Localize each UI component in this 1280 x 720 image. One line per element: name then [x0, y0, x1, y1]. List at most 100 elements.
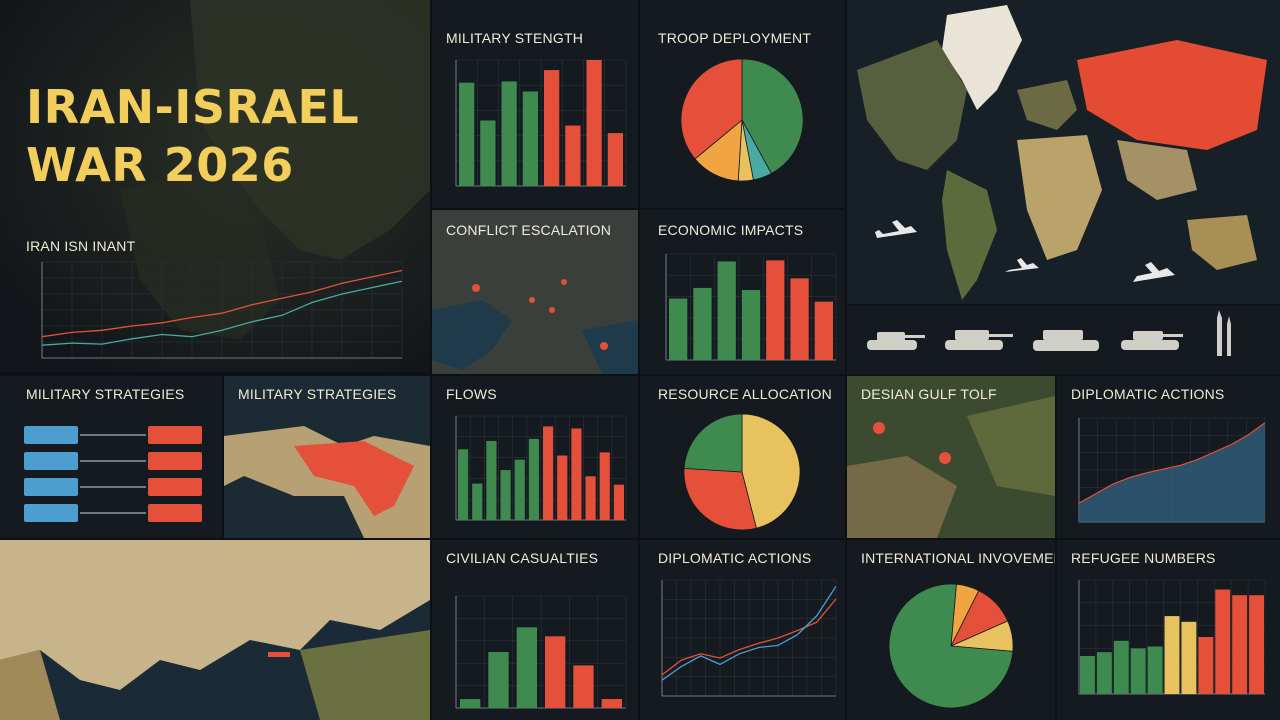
- chart-civilian-casualties: [455, 595, 627, 709]
- chart-refugee-numbers: [1078, 579, 1266, 695]
- bar: [1080, 656, 1095, 694]
- bar: [1113, 640, 1129, 694]
- panel-title-resource-allocation: RESOURCE ALLOCATION: [658, 386, 832, 402]
- chart-resource-allocation: [683, 413, 801, 531]
- panel-refugee-numbers: REFUGEE NUMBERS: [1057, 540, 1280, 720]
- bar: [1130, 648, 1146, 694]
- bar: [486, 440, 497, 520]
- aircraft-icon: [875, 220, 1175, 282]
- area-fill: [1079, 422, 1265, 522]
- bar: [601, 699, 622, 708]
- bar: [790, 278, 809, 360]
- bar: [613, 484, 624, 520]
- pie-slice: [680, 58, 743, 160]
- panel-economic-impacts: ECONOMIC IMPACTS: [640, 210, 845, 374]
- area-line: [1078, 422, 1266, 504]
- bar: [1164, 616, 1180, 694]
- hero-title-line1: IRAN-ISRAEL: [26, 80, 360, 134]
- bar: [565, 125, 581, 186]
- tank-icon: [1121, 331, 1183, 350]
- strategy-box: [148, 452, 202, 470]
- vehicles-strip: [867, 310, 1231, 356]
- strategy-box: [24, 478, 78, 496]
- chart-economic-impacts: [665, 253, 837, 361]
- bar: [585, 476, 596, 520]
- panel-troop-deployment: TROOP DEPLOYMENT: [640, 0, 845, 208]
- chart-iran-isn: [41, 261, 403, 359]
- strategy-box: [24, 426, 78, 444]
- panel-military-stength: MILITARY STENGTH: [432, 0, 638, 208]
- bar: [586, 60, 602, 186]
- strategy-box: [148, 478, 202, 496]
- bar: [607, 133, 623, 186]
- bar: [1096, 652, 1112, 694]
- conflict-map: [432, 210, 638, 374]
- panel-title-troop-deployment: TROOP DEPLOYMENT: [658, 30, 812, 46]
- pie-slice: [683, 467, 757, 531]
- strategy-box: [148, 504, 202, 522]
- bar: [814, 301, 833, 360]
- pie-slice: [888, 583, 1014, 709]
- panel-title-military-strategies-a: MILITARY STRATEGIES: [26, 386, 185, 402]
- panel-military-strategies-b: MILITARY STRATEGIES: [224, 376, 430, 538]
- bar: [669, 298, 688, 360]
- bar: [544, 70, 560, 186]
- panel-title-military-stength: MILITARY STENGTH: [446, 30, 583, 46]
- panel-flows: FLOWS: [432, 376, 638, 538]
- panel-diplomatic-actions-a: DIPLOMATIC ACTIONS: [1057, 376, 1280, 538]
- panel-title-iran-isn: IRAN ISN INANT: [26, 238, 136, 254]
- strategies-map: [224, 376, 430, 538]
- bar: [1198, 637, 1214, 694]
- bar: [501, 81, 517, 186]
- bar: [1232, 595, 1248, 694]
- strategy-box: [24, 504, 78, 522]
- panel-title-desian-gulf: DESIAN GULF TOLF: [861, 386, 997, 402]
- bar: [472, 483, 483, 520]
- chart-diplomatic-actions-b: [661, 579, 837, 697]
- panel-title-economic-impacts: ECONOMIC IMPACTS: [658, 222, 804, 238]
- bar: [1249, 595, 1264, 694]
- tank-icon: [945, 330, 1013, 350]
- panel-title-military-strategies-b: MILITARY STRATEGIES: [238, 386, 397, 402]
- bar: [460, 699, 481, 708]
- gulf-map: [847, 376, 1055, 538]
- vehicles-panel: [847, 306, 1280, 374]
- hero-title-line2: WAR 2026: [26, 138, 294, 192]
- series-line: [661, 598, 837, 676]
- bar: [741, 290, 761, 360]
- panel-resource-allocation: RESOURCE ALLOCATION: [640, 376, 845, 538]
- panel-military-strategies-a: MILITARY STRATEGIES: [0, 376, 222, 538]
- pie-slice: [741, 413, 801, 529]
- bar: [514, 459, 525, 520]
- series-line: [41, 280, 403, 346]
- bar: [545, 636, 566, 708]
- region-map: [0, 540, 430, 720]
- panel-title-flows: FLOWS: [446, 386, 497, 402]
- bar: [522, 91, 538, 186]
- bar: [480, 120, 496, 186]
- bar: [571, 428, 582, 520]
- chart-troop-deployment: [680, 58, 804, 182]
- bar: [488, 652, 509, 708]
- region-map-panel: [0, 540, 430, 720]
- missile-icon: [1217, 310, 1231, 356]
- bar: [516, 627, 537, 708]
- world-map-panel: [847, 0, 1280, 304]
- panel-title-civilian-casualties: CIVILIAN CASUALTIES: [446, 550, 599, 566]
- bar: [1215, 589, 1231, 694]
- bar: [717, 261, 736, 360]
- bar: [543, 426, 554, 520]
- panel-desian-gulf: DESIAN GULF TOLF: [847, 376, 1055, 538]
- bar: [573, 665, 594, 708]
- world-map: [857, 5, 1267, 300]
- series-line: [41, 269, 403, 338]
- hero-panel: IRAN-ISRAEL WAR 2026 IRAN ISN INANT: [0, 0, 430, 372]
- series-line: [661, 585, 837, 681]
- bar: [528, 438, 539, 520]
- panel-diplomatic-actions-b: DIPLOMATIC ACTIONS: [640, 540, 845, 720]
- panel-title-conflict-escalation: CONFLICT ESCALATION: [446, 222, 612, 238]
- bar: [557, 455, 568, 520]
- panel-title-refugee-numbers: REFUGEE NUMBERS: [1071, 550, 1216, 566]
- tank-icon: [867, 332, 925, 350]
- bar: [693, 287, 712, 360]
